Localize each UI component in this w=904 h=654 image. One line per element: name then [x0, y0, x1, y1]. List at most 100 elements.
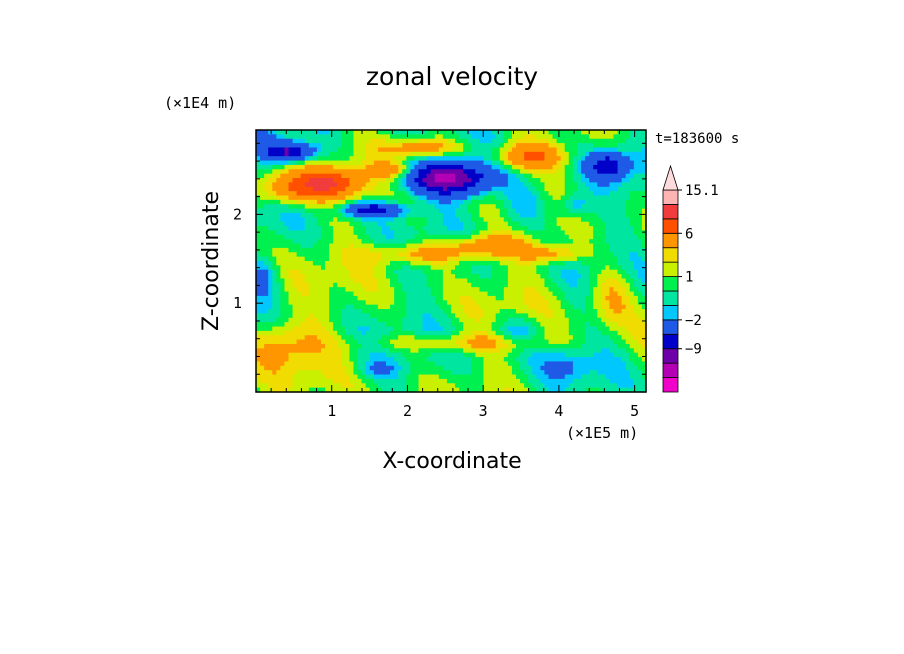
heatmap-cell: [304, 309, 310, 314]
heatmap-cell: [637, 256, 643, 262]
heatmap-cell: [593, 199, 598, 205]
heatmap-cell: [633, 130, 639, 135]
heatmap-cell: [467, 287, 472, 293]
heatmap-cell: [585, 322, 590, 328]
heatmap-cell: [276, 221, 281, 227]
heatmap-cell: [581, 278, 586, 284]
heatmap-cell: [438, 352, 444, 358]
heatmap-cell: [321, 330, 326, 336]
heatmap-cell: [398, 195, 403, 201]
heatmap-cell: [402, 278, 407, 284]
heatmap-cell: [341, 186, 346, 192]
heatmap-cell: [560, 182, 566, 188]
heatmap-cell: [264, 278, 269, 284]
heatmap-cell: [548, 309, 554, 314]
heatmap-cell: [593, 326, 598, 332]
heatmap-cell: [540, 256, 546, 262]
heatmap-cell: [418, 199, 424, 205]
heatmap-cell: [377, 195, 383, 201]
heatmap-cell: [406, 156, 411, 162]
heatmap-cell: [605, 134, 611, 140]
time-label: t=183600 s: [655, 131, 739, 147]
heatmap-cell: [641, 147, 647, 153]
heatmap-cell: [548, 156, 554, 162]
heatmap-cell: [264, 226, 269, 232]
heatmap-cell: [268, 261, 273, 266]
heatmap-cell: [398, 178, 403, 183]
heatmap-cell: [288, 265, 294, 271]
heatmap-cell: [430, 156, 436, 162]
heatmap-cell: [532, 191, 537, 197]
heatmap-cell: [597, 295, 602, 301]
heatmap-cell: [544, 317, 550, 323]
heatmap-cell: [446, 212, 452, 218]
heatmap-cell: [308, 239, 314, 245]
heatmap-cell: [463, 138, 468, 144]
heatmap-cell: [373, 252, 379, 258]
heatmap-cell: [455, 178, 460, 183]
heatmap-cell: [544, 300, 550, 306]
heatmap-cell: [321, 230, 326, 236]
heatmap-cell: [406, 309, 411, 314]
heatmap-cell: [260, 164, 265, 170]
heatmap-cell: [280, 164, 286, 170]
heatmap-cell: [321, 147, 326, 153]
heatmap-cell: [341, 143, 346, 149]
heatmap-cell: [349, 186, 355, 192]
heatmap-cell: [475, 256, 481, 262]
heatmap-cell: [581, 147, 586, 153]
heatmap-cell: [308, 309, 314, 314]
heatmap-cell: [345, 317, 351, 323]
heatmap-cell: [260, 221, 265, 227]
heatmap-cell: [390, 143, 395, 149]
heatmap-cell: [487, 300, 493, 306]
heatmap-cell: [637, 326, 643, 332]
heatmap-cell: [483, 339, 489, 345]
heatmap-cell: [483, 173, 489, 179]
heatmap-cell: [333, 352, 338, 358]
heatmap-cell: [337, 138, 342, 144]
heatmap-cell: [276, 300, 281, 306]
heatmap-cell: [418, 326, 424, 332]
heatmap-cell: [365, 343, 371, 349]
heatmap-cell: [524, 348, 529, 354]
heatmap-cell: [568, 243, 574, 249]
heatmap-cell: [394, 160, 399, 166]
heatmap-cell: [503, 143, 509, 149]
heatmap-cell: [438, 309, 444, 314]
heatmap-cell: [605, 287, 611, 293]
heatmap-cell: [414, 348, 420, 354]
heatmap-cell: [353, 309, 359, 314]
heatmap-cell: [585, 256, 590, 262]
heatmap-cell: [637, 287, 643, 293]
heatmap-cell: [499, 143, 505, 149]
heatmap-cell: [467, 164, 472, 170]
heatmap-cell: [507, 339, 513, 345]
heatmap-cell: [321, 160, 326, 166]
heatmap-cell: [381, 217, 387, 223]
heatmap-cell: [349, 317, 355, 323]
heatmap-cell: [613, 147, 619, 153]
heatmap-cell: [422, 208, 428, 214]
heatmap-cell: [487, 160, 493, 166]
heatmap-cell: [422, 304, 428, 310]
heatmap-cell: [341, 291, 346, 297]
heatmap-cell: [593, 130, 598, 135]
heatmap-cell: [516, 247, 521, 253]
heatmap-cell: [264, 230, 269, 236]
heatmap-cell: [597, 182, 602, 188]
heatmap-cell: [641, 313, 647, 319]
heatmap-cell: [617, 230, 623, 236]
heatmap-cell: [601, 147, 606, 153]
heatmap-cell: [260, 212, 265, 218]
heatmap-cell: [524, 138, 529, 144]
heatmap-cell: [276, 317, 281, 323]
heatmap-cell: [434, 304, 440, 310]
heatmap-cell: [300, 204, 306, 210]
heatmap-cell: [426, 239, 432, 245]
heatmap-cell: [438, 199, 444, 205]
heatmap-cell: [471, 282, 476, 288]
heatmap-cell: [398, 252, 403, 258]
heatmap-cell: [345, 226, 351, 232]
heatmap-cell: [629, 295, 635, 301]
